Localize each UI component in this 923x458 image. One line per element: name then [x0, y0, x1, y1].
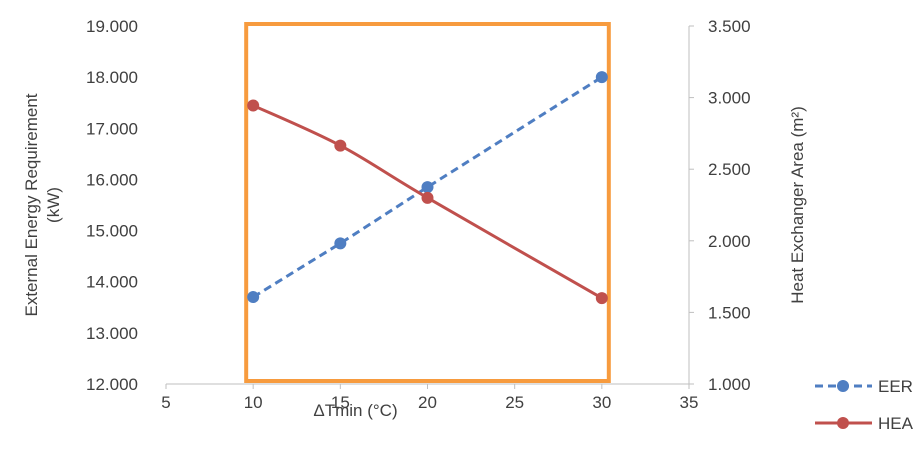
highlight-box [244, 22, 611, 383]
x-tick-label: 5 [161, 393, 170, 412]
series-layer [247, 71, 608, 305]
x-tick-label: 15 [331, 393, 350, 412]
x-tick-label: 10 [244, 393, 263, 412]
legend-marker-hea [837, 417, 849, 429]
legend: EER HEA [815, 377, 914, 433]
right-y-tick-label: 1.500 [708, 303, 751, 322]
legend-item-eer: EER [815, 377, 913, 396]
x-tick-labels: 5 10 15 20 25 30 35 [161, 384, 698, 412]
left-y-tick-label: 14.000 [86, 273, 138, 292]
x-axis-label: ΔTmin (°C) [313, 401, 397, 420]
left-y-axis-label-line-2: (kW) [44, 187, 63, 223]
left-y-tick-label: 19.000 [86, 17, 138, 36]
left-y-tick-label: 17.000 [86, 119, 138, 138]
left-y-tick-label: 13.000 [86, 324, 138, 343]
left-y-tick-label: 16.000 [86, 170, 138, 189]
left-y-tick-label: 18.000 [86, 68, 138, 87]
data-point-eer [334, 237, 347, 250]
legend-item-hea: HEA [815, 414, 914, 433]
data-point-hea [334, 139, 347, 152]
x-tick-label: 20 [418, 393, 437, 412]
right-y-tick-label: 2.500 [708, 160, 751, 179]
left-y-tick-labels: 12.000 13.000 14.000 15.000 16.000 17.000 18.0… [86, 17, 138, 394]
x-tick-label: 35 [680, 393, 699, 412]
left-y-tick-label: 15.000 [86, 222, 138, 241]
data-point-eer [247, 291, 260, 304]
data-point-eer [595, 71, 608, 84]
data-point-eer [421, 181, 434, 194]
legend-label-eer: EER [878, 377, 913, 396]
right-y-axis-label: Heat Exchanger Area (m²) [788, 106, 807, 303]
right-y-tick-label: 1.000 [708, 375, 751, 394]
data-point-hea [247, 99, 260, 112]
x-tick-label: 30 [592, 393, 611, 412]
right-y-tick-labels: 1.000 1.500 2.000 2.500 3.000 3.500 [689, 17, 751, 394]
right-y-tick-label: 3.000 [708, 89, 751, 108]
x-tick-label: 25 [505, 393, 524, 412]
right-y-tick-label: 2.000 [708, 232, 751, 251]
data-point-hea [421, 191, 434, 204]
legend-marker-eer [837, 380, 849, 392]
data-point-hea [595, 292, 608, 305]
right-y-tick-label: 3.500 [708, 17, 751, 36]
left-y-tick-label: 12.000 [86, 375, 138, 394]
left-y-axis-label-line-1: External Energy Requirement [22, 93, 41, 316]
legend-label-hea: HEA [878, 414, 914, 433]
series-line-hea [252, 104, 603, 300]
